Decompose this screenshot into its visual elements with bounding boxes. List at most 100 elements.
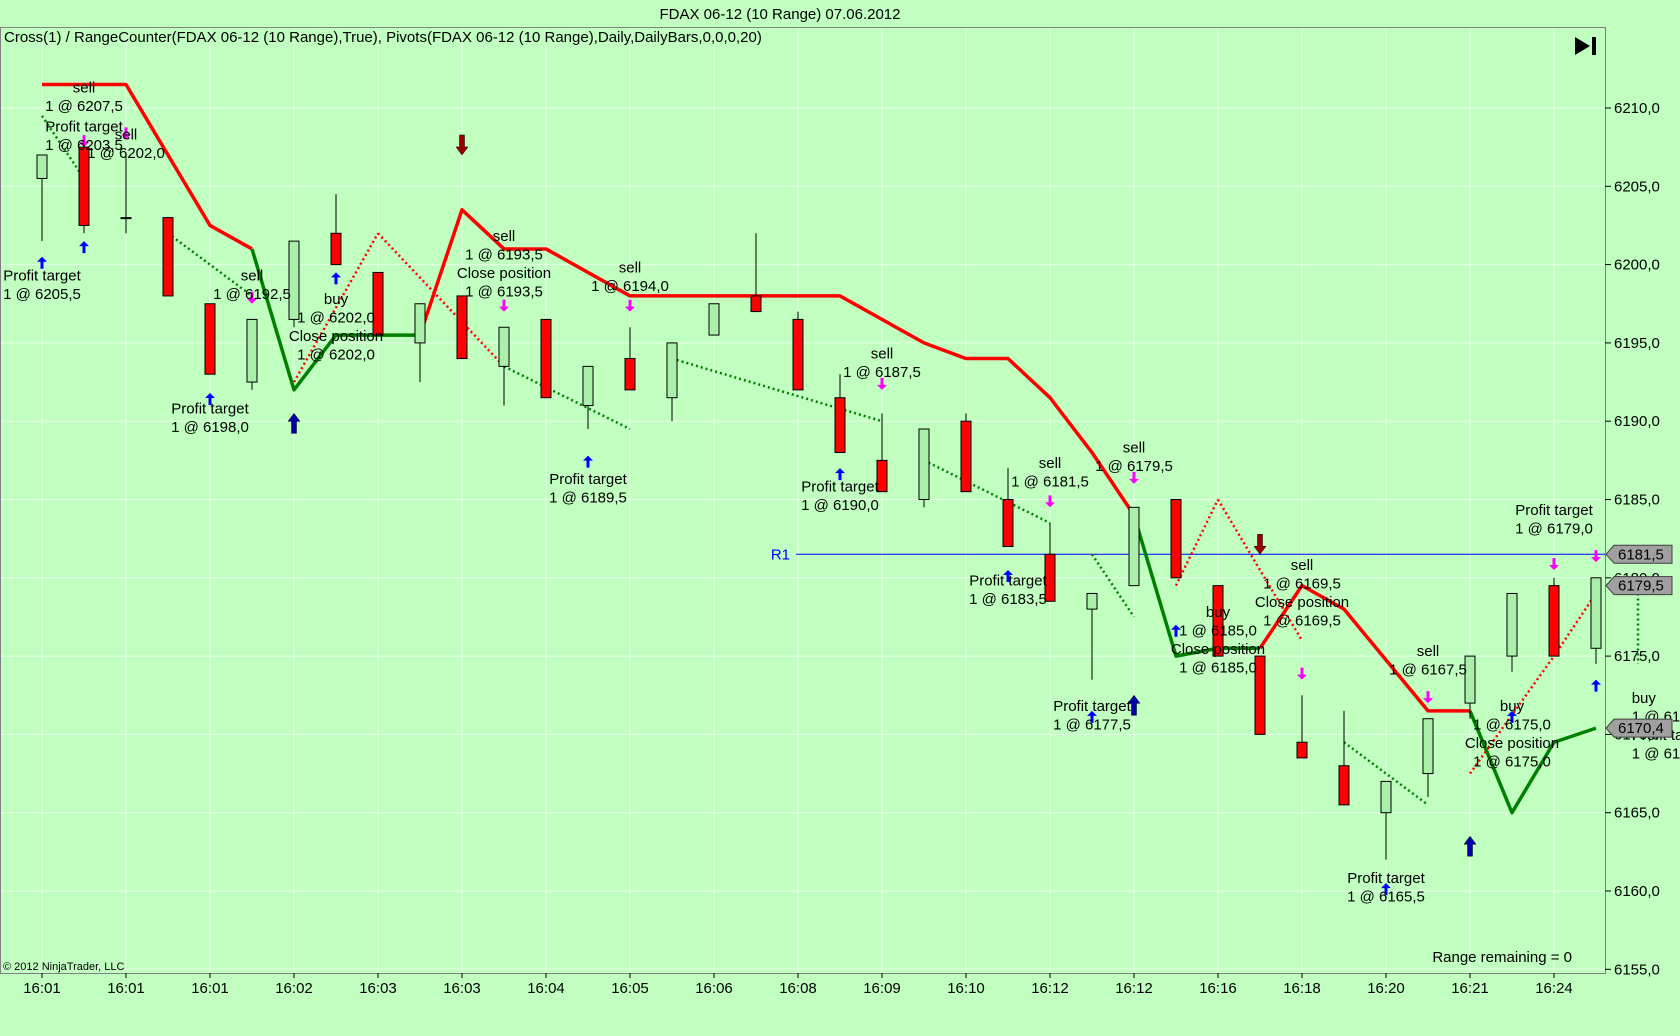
annotation-line: sell [1039, 455, 1062, 472]
candle-body-up [708, 303, 720, 336]
candle-body-up [582, 365, 594, 407]
trade-annotation: Profit target 1 @ 6189,5 [549, 471, 627, 507]
candle-body-down [960, 420, 972, 493]
x-tick-label: 16:12 [1115, 980, 1153, 997]
price-marker-tag [1605, 576, 1673, 596]
candle [1086, 592, 1098, 680]
candle [1464, 655, 1476, 719]
sell-arrow-icon [1297, 667, 1307, 680]
grid [1, 28, 1605, 973]
candle [1590, 577, 1602, 664]
annotation-line: 1 @ 6202,0 [87, 145, 165, 162]
y-axis: 6155,06160,06165,06170,06175,06180,06185… [1605, 100, 1673, 978]
buy-arrow-icon [331, 272, 341, 285]
candle [666, 342, 678, 422]
annotation-line: 1 @ 6187,5 [843, 364, 921, 381]
candle-body-up [1380, 780, 1392, 814]
trade-markers [37, 127, 1601, 896]
trend-lines [42, 82, 1597, 815]
short-entry-arrow-icon [455, 134, 469, 156]
annotation-line: 1 @ 6185,0 [1179, 622, 1257, 639]
annotation-line: 1 @ 6189,5 [549, 489, 627, 506]
candle [1380, 780, 1392, 860]
annotation-line: 1 @ 6190,0 [801, 497, 879, 514]
long-entry-arrow-icon [1127, 694, 1141, 716]
buy-arrow-icon [835, 468, 845, 481]
x-tick-label: 16:03 [359, 980, 397, 997]
annotation-line: Profit target [969, 573, 1047, 590]
trade-annotation: sell 1 @ 6202,0 [87, 126, 165, 162]
candle [876, 413, 888, 493]
candle [1128, 506, 1140, 587]
annotation-line: Close position [289, 328, 383, 345]
candle [1548, 577, 1560, 657]
skip-to-end-icon[interactable] [1571, 33, 1605, 59]
candles [36, 146, 1602, 860]
candle-body-down [1170, 499, 1182, 579]
candle [708, 303, 720, 336]
trade-annotation: buy 1 @ 6175,0 Close position 1 @ 6175,0 [1465, 698, 1559, 771]
candle-body-down [750, 295, 762, 313]
price-marker-label: 6181,5 [1618, 546, 1664, 563]
candle-body-down [1212, 585, 1224, 657]
candle-body-down [204, 303, 216, 375]
price-marker: 6170,4 [1605, 718, 1673, 738]
trade-annotation: buy 1 @ 6185,0 Close position 1 @ 6185,0 [1171, 604, 1265, 677]
annotation-line: sell [493, 228, 516, 245]
annotation-line: 1 @ 6179,5 [1095, 458, 1173, 475]
trade-path [1216, 498, 1304, 642]
y-tick-label: 6195,0 [1614, 335, 1660, 352]
buy-arrow-icon [205, 393, 215, 406]
annotation-line: 1 @ 6202,0 [297, 346, 375, 363]
annotation-line: sell [1123, 440, 1146, 457]
candle-body-down [1296, 741, 1308, 759]
pivot-layer: R1 [771, 546, 1605, 563]
price-marker-tag [1605, 544, 1673, 564]
x-tick-label: 16:01 [107, 980, 145, 997]
annotation-line: 1 @ 6205,5 [3, 286, 81, 303]
x-tick-label: 16:09 [863, 980, 901, 997]
annotation-line: sell [115, 126, 138, 143]
candle [162, 217, 174, 297]
annotation-line: 1 @ 6167,5 [1389, 662, 1467, 679]
annotation-line: sell [871, 346, 894, 363]
x-tick-label: 16:04 [527, 980, 565, 997]
annotation-line: 1 @ 6198,0 [171, 419, 249, 436]
candle [540, 318, 552, 399]
trade-path [923, 459, 1051, 525]
annotation-line: 1 @ 6169,5 [1263, 612, 1341, 629]
y-tick-label: 6210,0 [1614, 100, 1660, 117]
annotation-line: Profit target [1515, 502, 1593, 519]
candle-body-down [162, 217, 174, 297]
trade-annotation: sell 1 @ 6192,5 [213, 267, 291, 303]
annotation-line: sell [241, 267, 264, 284]
candle [834, 374, 846, 454]
annotation-line: Profit target [171, 400, 249, 417]
trade-annotation: Profit target 1 @ 6177,5 [1053, 698, 1131, 734]
trade-annotation: Profit target 1 @ 6198,0 [171, 400, 249, 436]
copyright: © 2012 NinjaTrader, LLC [3, 961, 124, 973]
trend-segment [1258, 583, 1470, 713]
candle [960, 413, 972, 493]
candle-body-up [36, 154, 48, 179]
candle [582, 365, 594, 430]
candle-body-down [456, 295, 468, 360]
y-tick-label: 6200,0 [1614, 257, 1660, 274]
annotation-line: buy [1206, 604, 1231, 621]
annotation-line: 1 @ 6183,5 [969, 591, 1047, 608]
annotation-line: 1 @ 6193,5 [465, 284, 543, 301]
trade-annotation: sell 1 @ 6179,5 [1095, 440, 1173, 476]
trade-annotation: Profit target 1 @ 6165,5 [1347, 870, 1425, 906]
candle-body-up [246, 318, 258, 383]
candle-body-down [876, 459, 888, 493]
annotation-line: 1 @ 6192,5 [213, 286, 291, 303]
plot-area [0, 27, 1606, 974]
annotation-line: Close position [1465, 735, 1559, 752]
x-tick-label: 16:21 [1451, 980, 1489, 997]
candle [1254, 655, 1266, 735]
candle-body-down [834, 397, 846, 454]
candle [246, 318, 258, 390]
candle-body-up [498, 326, 510, 367]
sell-arrow-icon [1423, 691, 1433, 704]
annotation-line: Profit target [3, 267, 81, 284]
